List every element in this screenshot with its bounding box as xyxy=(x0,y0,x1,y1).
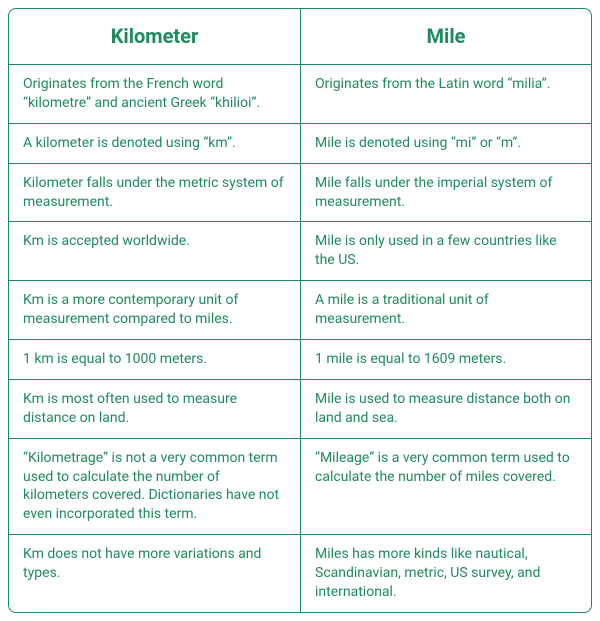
comparison-table: Kilometer Mile Originates from the Frenc… xyxy=(8,8,592,613)
cell-mile: “Mileage” is a very common term used to … xyxy=(300,439,591,535)
table-row: A kilometer is denoted using “km”. Mile … xyxy=(9,123,591,163)
cell-kilometer: Km is most often used to measure distanc… xyxy=(9,380,300,438)
cell-mile: Mile falls under the imperial system of … xyxy=(300,164,591,222)
table-row: Kilometer falls under the metric system … xyxy=(9,163,591,222)
column-header-mile: Mile xyxy=(300,9,591,64)
cell-mile: Mile is only used in a few countries lik… xyxy=(300,222,591,280)
cell-kilometer: Km does not have more variations and typ… xyxy=(9,535,300,612)
cell-mile: Mile is denoted using “mi” or “m”. xyxy=(300,124,591,163)
cell-kilometer: A kilometer is denoted using “km”. xyxy=(9,124,300,163)
cell-mile: Miles has more kinds like nautical, Scan… xyxy=(300,535,591,612)
table-row: Km is accepted worldwide. Mile is only u… xyxy=(9,221,591,280)
cell-kilometer: Km is accepted worldwide. xyxy=(9,222,300,280)
cell-mile: 1 mile is equal to 1609 meters. xyxy=(300,340,591,379)
cell-kilometer: 1 km is equal to 1000 meters. xyxy=(9,340,300,379)
table-row: “Kilometrage” is not a very common term … xyxy=(9,438,591,535)
cell-mile: A mile is a traditional unit of measurem… xyxy=(300,281,591,339)
column-header-kilometer: Kilometer xyxy=(9,9,300,64)
table-row: Km is most often used to measure distanc… xyxy=(9,379,591,438)
table-row: Km is a more contemporary unit of measur… xyxy=(9,280,591,339)
cell-kilometer: Originates from the French word “kilomet… xyxy=(9,65,300,123)
table-row: Km does not have more variations and typ… xyxy=(9,534,591,612)
table-header-row: Kilometer Mile xyxy=(9,9,591,64)
cell-kilometer: “Kilometrage” is not a very common term … xyxy=(9,439,300,535)
cell-mile: Mile is used to measure distance both on… xyxy=(300,380,591,438)
cell-kilometer: Km is a more contemporary unit of measur… xyxy=(9,281,300,339)
cell-kilometer: Kilometer falls under the metric system … xyxy=(9,164,300,222)
cell-mile: Originates from the Latin word “milia”. xyxy=(300,65,591,123)
table-row: Originates from the French word “kilomet… xyxy=(9,64,591,123)
table-row: 1 km is equal to 1000 meters. 1 mile is … xyxy=(9,339,591,379)
